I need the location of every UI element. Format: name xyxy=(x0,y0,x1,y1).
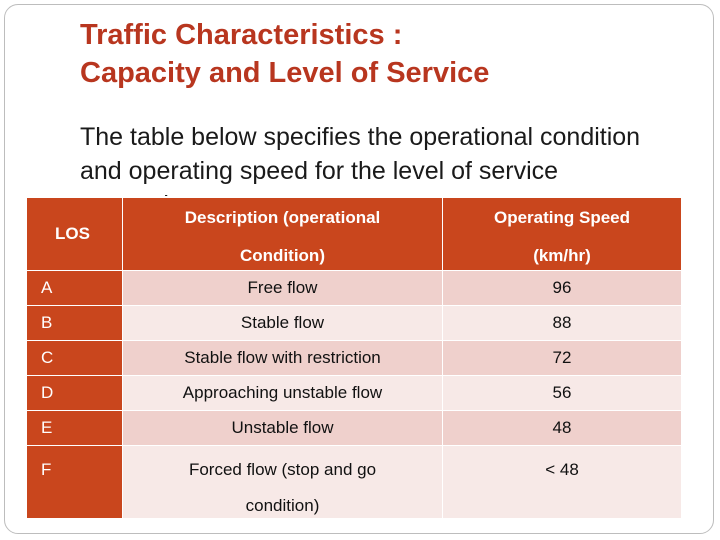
row-speed: 56 xyxy=(442,375,682,411)
header-speed-line-1: Operating Speed xyxy=(493,208,631,227)
row-los: A xyxy=(26,270,123,306)
header-description-line-1: Description (operational xyxy=(184,208,381,227)
table-row: F Forced flow (stop and go condition) < … xyxy=(26,445,682,519)
row-speed: < 48 xyxy=(442,445,682,519)
row-description: Stable flow with restriction xyxy=(122,340,443,376)
row-los: F xyxy=(26,445,123,519)
row-description-line-2: condition) xyxy=(245,496,320,515)
row-description: Unstable flow xyxy=(122,410,443,446)
table-row: B Stable flow 88 xyxy=(26,305,682,341)
row-speed: 88 xyxy=(442,305,682,341)
row-description: Free flow xyxy=(122,270,443,306)
row-los: B xyxy=(26,305,123,341)
header-description-line-2: Condition) xyxy=(240,246,325,265)
header-speed: Operating Speed (km/hr) xyxy=(442,197,682,271)
title-line-1: Traffic Characteristics : xyxy=(80,19,403,51)
table-row: E Unstable flow 48 xyxy=(26,410,682,446)
table-row: C Stable flow with restriction 72 xyxy=(26,340,682,376)
row-speed: 48 xyxy=(442,410,682,446)
header-description: Description (operational Condition) xyxy=(122,197,443,271)
table-row: A Free flow 96 xyxy=(26,270,682,306)
row-description: Forced flow (stop and go condition) xyxy=(122,445,443,519)
row-los: C xyxy=(26,340,123,376)
header-los: LOS xyxy=(26,197,123,271)
row-los: E xyxy=(26,410,123,446)
title-line-2: Capacity and Level of Service xyxy=(80,57,490,89)
row-speed: 96 xyxy=(442,270,682,306)
row-description: Stable flow xyxy=(122,305,443,341)
row-description-line-1: Forced flow (stop and go xyxy=(188,460,377,479)
slide-title: Traffic Characteristics : Capacity and L… xyxy=(80,16,700,92)
row-description: Approaching unstable flow xyxy=(122,375,443,411)
header-speed-line-2: (km/hr) xyxy=(533,246,591,265)
slide-subtitle: The table below specifies the operationa… xyxy=(80,123,641,196)
los-table: LOS Description (operational Condition) … xyxy=(26,197,682,519)
row-speed: 72 xyxy=(442,340,682,376)
row-los: D xyxy=(26,375,123,411)
table-row: D Approaching unstable flow 56 xyxy=(26,375,682,411)
table-header-row: LOS Description (operational Condition) … xyxy=(26,197,682,271)
